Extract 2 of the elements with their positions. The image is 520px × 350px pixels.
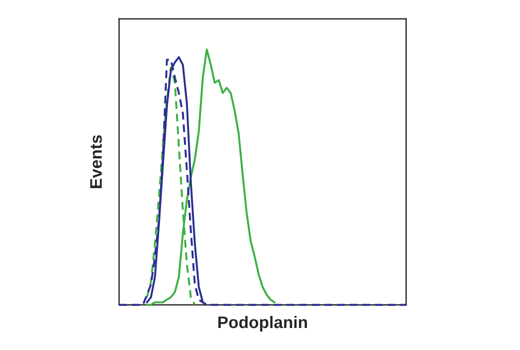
y-axis-title: Events: [90, 135, 102, 188]
x-axis-title: Podoplanin: [218, 316, 307, 332]
